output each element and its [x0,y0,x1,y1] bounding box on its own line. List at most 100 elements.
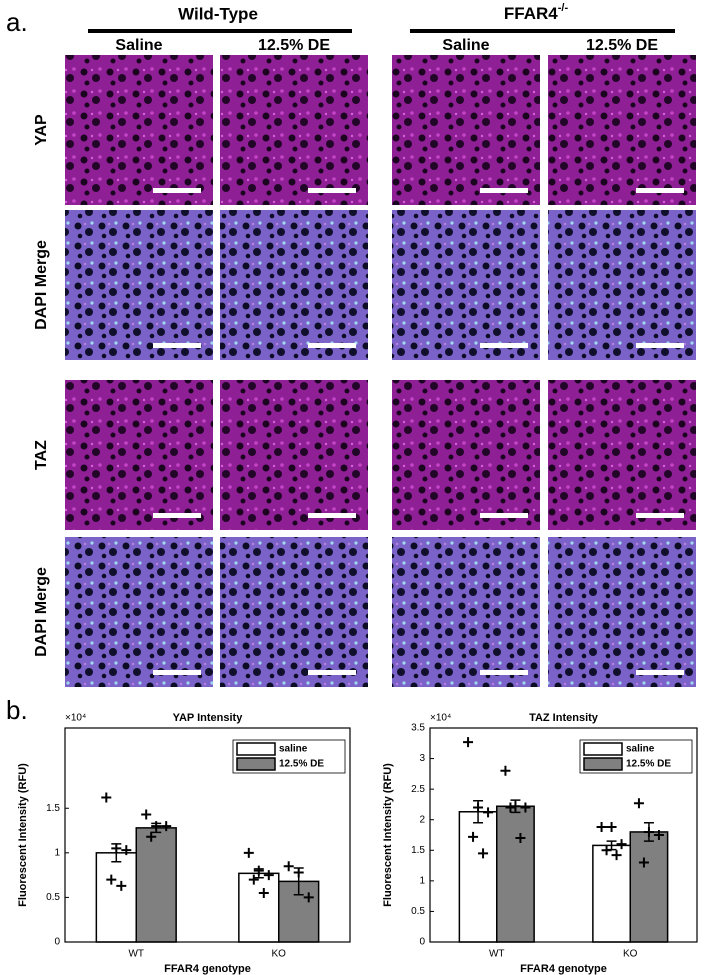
scale-bar [308,513,356,518]
data-point [463,737,474,748]
micrograph [548,380,696,530]
scale-bar [480,513,528,518]
data-point [106,874,117,885]
data-point [468,831,479,842]
data-point [111,843,122,854]
micrograph [65,537,213,687]
row-label: YAP [33,114,50,146]
micrograph [220,55,368,205]
y-tick-label: 0.5 [46,892,60,903]
micrographs: Saline 12.5% DE Saline 12.5% DE YAP DAPI Merg… [33,37,696,687]
data-point [258,887,269,898]
micrograph [220,380,368,530]
data-point [510,801,521,812]
data-point [611,850,622,861]
legend-label: 12.5% DE [626,759,671,770]
scale-bar [636,513,684,518]
data-point [243,847,254,858]
micrograph [548,55,696,205]
data-point [151,821,162,832]
group-label: FFAR4-/- [504,2,569,24]
group-superscript: -/- [558,2,569,14]
x-tick-label: WT [128,949,144,960]
x-tick-label: KO [623,949,638,960]
bar [496,805,535,943]
bar [135,827,177,943]
data-point [253,865,264,876]
y-tick-label: 0 [54,937,60,948]
data-point [478,848,489,859]
bar [238,872,280,943]
data-point [283,861,294,872]
charts: YAP Intensity ×10⁴ Fluorescent Intensity (… [17,712,698,975]
y-tick-label: 3 [419,753,425,764]
legend-swatch [583,742,623,756]
scale-bar [636,188,684,193]
micrograph [65,210,213,360]
data-point [638,857,649,868]
panel-label: a. [6,7,28,37]
data-point [653,830,664,840]
data-point [643,826,654,837]
condition-label: Saline [115,37,162,54]
data-point [500,765,511,776]
chart-title: TAZ Intensity [529,712,599,724]
x-tick-label: WT [489,949,505,960]
data-point [601,845,612,856]
scale-bar [153,188,201,193]
micrograph [392,55,540,205]
micrograph [220,210,368,360]
micrograph [392,380,540,530]
legend-label: saline [279,744,308,755]
scale-bar [308,343,356,348]
panel-label: b. [6,695,28,725]
scale-bar [308,188,356,193]
data-point [483,807,494,818]
data-point [505,802,516,813]
y-tick-label: 1 [419,875,425,886]
scale-bar [480,343,528,348]
group-label: Wild-Type [178,4,258,23]
scale-bar [153,670,201,675]
y-scale-label: ×10⁴ [65,713,86,724]
micrograph [548,210,696,360]
data-point [303,892,314,903]
data-point [101,792,112,803]
legend-label: saline [626,744,655,755]
data-point [263,870,274,881]
data-point [248,874,259,885]
legend-swatch [583,757,623,771]
x-tick-label: KO [272,949,287,960]
y-tick-label: 1.5 [46,803,60,814]
micrograph [220,537,368,687]
data-point [141,809,152,820]
bar [629,831,669,943]
condition-label: Saline [442,37,489,54]
bar [592,844,631,943]
data-point [520,802,531,813]
y-tick-label: 1 [54,847,60,858]
y-tick-label: 3.5 [411,723,425,734]
row-label: DAPI Merge [33,567,50,657]
micrograph [65,55,213,205]
condition-label: 12.5% DE [586,37,658,54]
legend-swatch [236,742,276,756]
x-axis-label: FFAR4 genotype [164,963,251,975]
data-point [596,822,607,833]
x-axis-label: FFAR4 genotype [520,963,607,975]
data-point [473,802,484,813]
data-point [116,880,127,891]
row-label: TAZ [33,440,50,470]
legend-swatch [236,757,276,771]
scale-bar [153,343,201,348]
scale-bar [636,343,684,348]
condition-label: 12.5% DE [258,37,330,54]
y-tick-label: 0.5 [411,906,425,917]
y-scale-label: ×10⁴ [430,713,451,724]
y-tick-label: 2.5 [411,784,425,795]
row-label: DAPI Merge [33,240,50,330]
axes-box [64,727,351,943]
data-point [121,845,132,856]
bar [95,852,137,943]
